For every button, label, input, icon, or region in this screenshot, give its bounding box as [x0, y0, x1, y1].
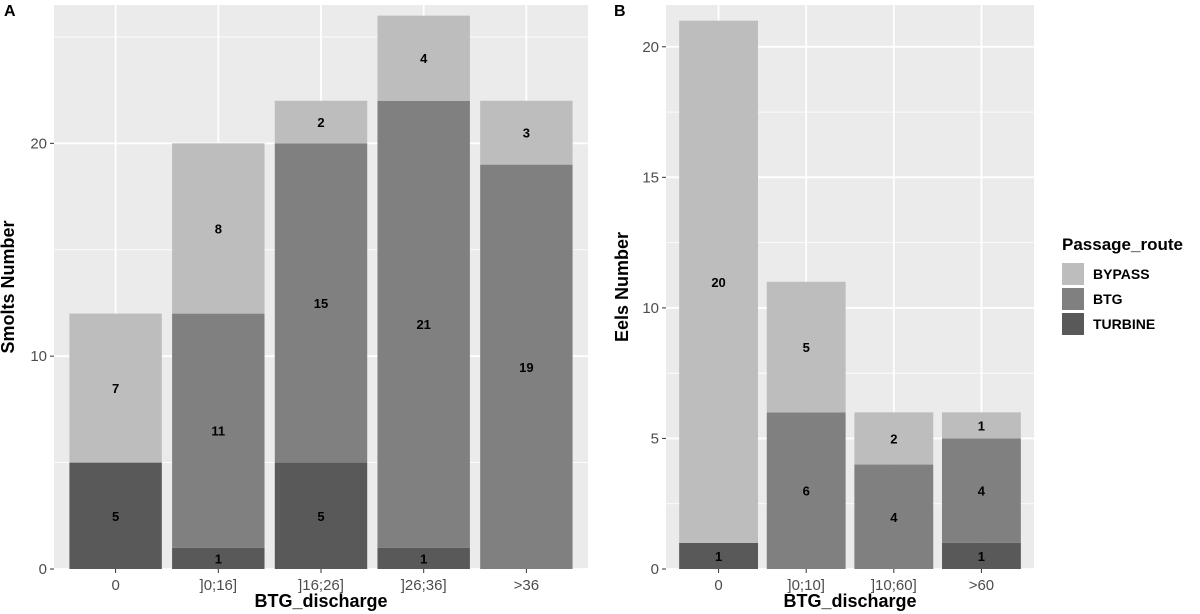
x-tick-label: ]10;60] [871, 577, 917, 594]
data-label: 5 [317, 509, 324, 524]
data-label: 5 [112, 509, 119, 524]
panel-letter: A [4, 3, 16, 20]
y-tick-label: 5 [651, 430, 659, 447]
data-label: 8 [215, 221, 222, 236]
bar-segment-btg [172, 313, 265, 548]
bar-segment-turbine [679, 542, 758, 569]
data-label: 19 [519, 360, 533, 375]
data-label: 20 [711, 275, 725, 290]
panel-a: 010205701118]0;16]5152]16;26]1214]26;36]… [0, 3, 588, 611]
data-label: 3 [523, 126, 530, 141]
data-label: 1 [978, 418, 985, 433]
x-tick-label: 0 [111, 577, 119, 594]
bar-segment-bypass [854, 412, 934, 465]
data-label: 1 [215, 551, 222, 566]
x-axis-title: BTG_discharge [254, 591, 387, 611]
bar-segment-bypass [69, 313, 162, 463]
bar-segment-bypass [679, 20, 758, 543]
data-label: 6 [803, 484, 810, 499]
bar-segment-btg [942, 438, 1021, 543]
data-label: 5 [803, 340, 810, 355]
x-tick-label: >60 [969, 577, 994, 594]
panel-letter: B [614, 3, 626, 20]
y-axis-title: Eels Number [612, 232, 632, 342]
legend-title: Passage_route [1062, 235, 1183, 254]
legend-label: BTG [1093, 291, 1123, 307]
y-tick-label: 10 [642, 300, 659, 317]
legend-swatch-turbine [1062, 313, 1084, 335]
x-tick-label: >36 [514, 577, 539, 594]
data-label: 4 [978, 484, 986, 499]
x-tick-label: ]0;16] [200, 577, 238, 594]
bar-segment-btg [480, 164, 573, 570]
bar-segment-btg [377, 100, 470, 548]
legend-swatch-bypass [1062, 263, 1084, 285]
x-tick-label: ]16;26] [298, 577, 344, 594]
bar-segment-btg [854, 464, 934, 569]
bar-segment-bypass [766, 281, 846, 413]
y-tick-label: 20 [642, 39, 659, 56]
x-tick-label: ]26;36] [401, 577, 447, 594]
data-label: 4 [420, 51, 428, 66]
bar-segment-turbine [942, 542, 1021, 569]
data-label: 2 [890, 431, 897, 446]
legend-label: TURBINE [1093, 316, 1155, 332]
bar-segment-turbine [377, 547, 470, 569]
data-label: 1 [715, 549, 722, 564]
data-label: 21 [416, 317, 430, 332]
bar-segment-btg [766, 412, 846, 569]
bar-segment-turbine [69, 462, 162, 569]
x-axis-title: BTG_discharge [783, 591, 916, 611]
data-label: 11 [211, 424, 225, 439]
data-label: 1 [420, 551, 427, 566]
bar-segment-turbine [274, 462, 368, 569]
panel-b: 0 5 10 15 20 1 20 0 6 5 ]0;10] 4 2 ]10;60] 1 4 1 >60 BTG_d… [612, 3, 1034, 611]
legend-label: BYPASS [1093, 266, 1150, 282]
bar-segment-bypass [480, 100, 573, 165]
data-label: 1 [978, 549, 985, 564]
data-label: 2 [317, 115, 324, 130]
y-axis-title: Smolts Number [0, 220, 18, 353]
x-tick-label: 0 [714, 577, 722, 594]
bar-segment-bypass [942, 412, 1021, 439]
x-tick-label: ]0;10] [787, 577, 825, 594]
bar-segment-bypass [377, 15, 470, 101]
legend: Passage_route BYPASS BTG TURBINE [1062, 235, 1183, 335]
y-tick-label: 20 [30, 135, 47, 152]
data-label: 4 [890, 510, 898, 525]
y-tick-label: 0 [651, 561, 659, 578]
bar-segment-bypass [172, 143, 265, 314]
y-tick-label: 15 [642, 169, 659, 186]
bar-segment-turbine [172, 547, 265, 569]
legend-swatch-btg [1062, 288, 1084, 310]
data-label: 7 [112, 381, 119, 396]
y-tick-label: 10 [30, 348, 47, 365]
y-tick-label: 0 [39, 561, 47, 578]
bar-segment-btg [274, 143, 368, 463]
data-label: 15 [314, 296, 328, 311]
bar-segment-bypass [274, 100, 368, 144]
